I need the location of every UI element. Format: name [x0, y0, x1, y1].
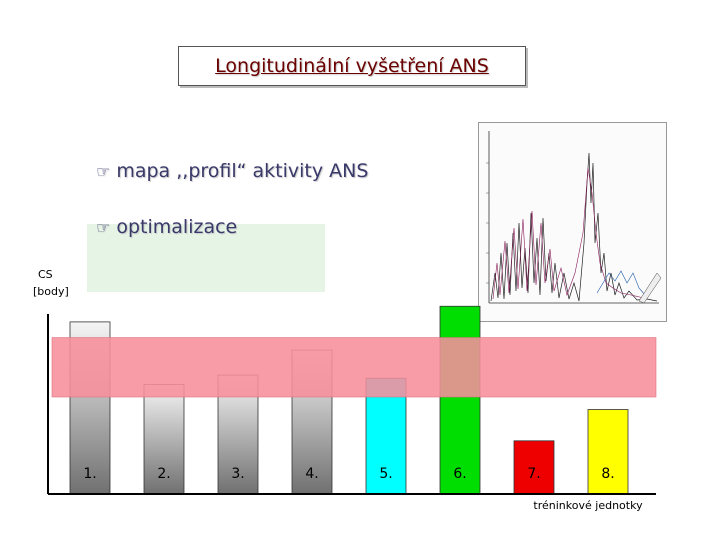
x-axis-label: tréninkové jednotky — [533, 499, 643, 512]
page-title: Longitudinální vyšetření ANS — [215, 55, 489, 77]
bar-label-7: 7. — [527, 466, 540, 482]
bar-label-3: 3. — [231, 466, 244, 482]
pointing-hand-icon: ☞ — [96, 162, 111, 181]
bar-8 — [587, 409, 629, 495]
spectral-graph-icon — [486, 131, 662, 304]
highlight-box — [87, 224, 325, 292]
bar-7 — [513, 440, 555, 495]
bar-5 — [365, 377, 407, 495]
bar-label-8: 8. — [601, 466, 614, 482]
bar-label-5: 5. — [379, 466, 392, 482]
pointing-hand-icon: ☞ — [96, 218, 111, 237]
y-axis-unit: [body] — [33, 285, 69, 298]
bullet-optimalizace-text: optimalizace — [116, 216, 238, 238]
bar-label-6: 6. — [453, 466, 466, 482]
spectral-graph-thumbnail — [478, 122, 667, 322]
bullet-profil-text: mapa ,,profil“ aktivity ANS — [116, 160, 369, 182]
y-axis-label: CS — [38, 268, 53, 281]
bar-label-4: 4. — [305, 466, 318, 482]
reference-band — [51, 337, 657, 398]
bullet-optimalizace: ☞ optimalizace — [96, 216, 237, 238]
bar-label-1: 1. — [83, 466, 96, 482]
bar-2 — [143, 384, 185, 495]
title-box: Longitudinální vyšetření ANS — [178, 46, 526, 86]
bullet-profil: ☞ mapa ,,profil“ aktivity ANS — [96, 160, 368, 182]
bar-label-2: 2. — [157, 466, 170, 482]
